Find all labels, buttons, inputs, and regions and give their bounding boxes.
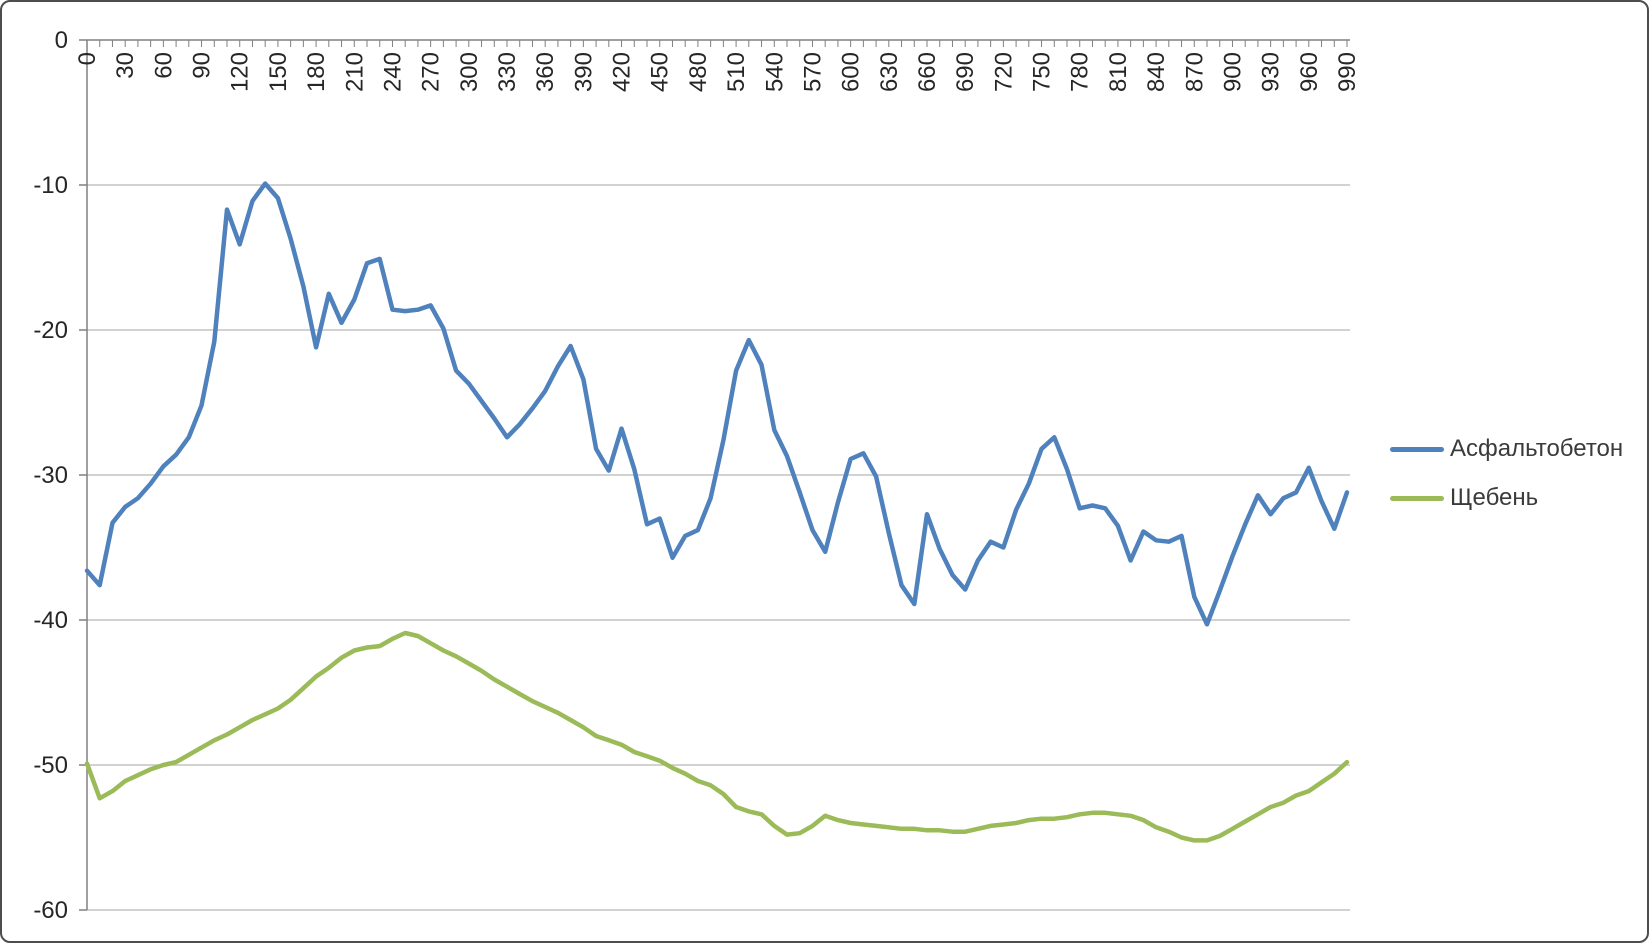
y-tick-label: -10	[33, 172, 68, 199]
x-tick-label: 960	[1296, 52, 1323, 92]
x-tick-label: 540	[761, 52, 788, 92]
legend: Асфальтобетон Щебень	[1390, 434, 1623, 532]
legend-item-asfaltobeton[interactable]: Асфальтобетон	[1390, 434, 1623, 464]
x-tick-label: 870	[1181, 52, 1208, 92]
x-tick-label: 30	[112, 52, 139, 79]
x-tick-label: 360	[532, 52, 559, 92]
x-tick-label: 840	[1143, 52, 1170, 92]
y-tick-label: 0	[55, 27, 68, 54]
x-tick-label: 0	[74, 52, 101, 65]
y-tick-label: -50	[33, 752, 68, 779]
x-tick-label: 330	[494, 52, 521, 92]
x-tick-label: 480	[685, 52, 712, 92]
legend-line-swatch-green	[1390, 495, 1444, 501]
x-tick-label: 720	[990, 52, 1017, 92]
x-tick-label: 990	[1334, 52, 1361, 92]
x-tick-label: 300	[456, 52, 483, 92]
x-tick-label: 180	[303, 52, 330, 92]
x-tick-label: 60	[150, 52, 177, 79]
x-tick-label: 390	[570, 52, 597, 92]
x-tick-label: 270	[418, 52, 445, 92]
x-tick-label: 660	[914, 52, 941, 92]
x-tick-label: 600	[838, 52, 865, 92]
x-tick-label: 120	[227, 52, 254, 92]
x-tick-label: 630	[876, 52, 903, 92]
x-tick-label: 900	[1219, 52, 1246, 92]
legend-label: Асфальтобетон	[1450, 435, 1624, 462]
x-tick-label: 420	[609, 52, 636, 92]
x-tick-label: 90	[189, 52, 216, 79]
legend-item-sheben[interactable]: Щебень	[1390, 483, 1623, 513]
y-tick-label: -20	[33, 317, 68, 344]
x-tick-label: 930	[1258, 52, 1285, 92]
x-tick-label: 510	[723, 52, 750, 92]
x-tick-label: 240	[379, 52, 406, 92]
x-tick-label: 780	[1067, 52, 1094, 92]
legend-line-swatch-blue	[1390, 446, 1444, 452]
y-tick-label: -30	[33, 462, 68, 489]
series-line-1	[84, 630, 1350, 843]
x-tick-label: 570	[799, 52, 826, 92]
x-tick-label: 810	[1105, 52, 1132, 92]
x-tick-label: 690	[952, 52, 979, 92]
series-line-0	[84, 181, 1350, 627]
x-tick-label: 750	[1029, 52, 1056, 92]
legend-label: Щебень	[1450, 484, 1539, 511]
y-tick-label: -60	[33, 897, 68, 924]
x-tick-label: 210	[341, 52, 368, 92]
y-tick-label: -40	[33, 607, 68, 634]
x-tick-label: 450	[647, 52, 674, 92]
x-tick-label: 150	[265, 52, 292, 92]
